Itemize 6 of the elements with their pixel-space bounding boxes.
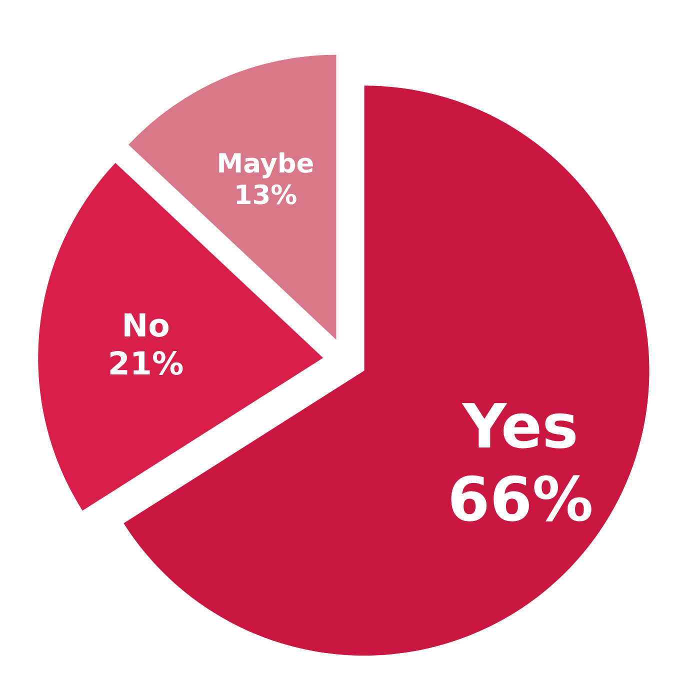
slice-label: No (122, 308, 170, 344)
data-label: 13% (234, 180, 298, 212)
data-label: 66% (447, 464, 594, 536)
slice-label: Maybe (216, 148, 314, 180)
slice-label: Yes (461, 391, 578, 462)
data-label: 21% (108, 346, 184, 382)
